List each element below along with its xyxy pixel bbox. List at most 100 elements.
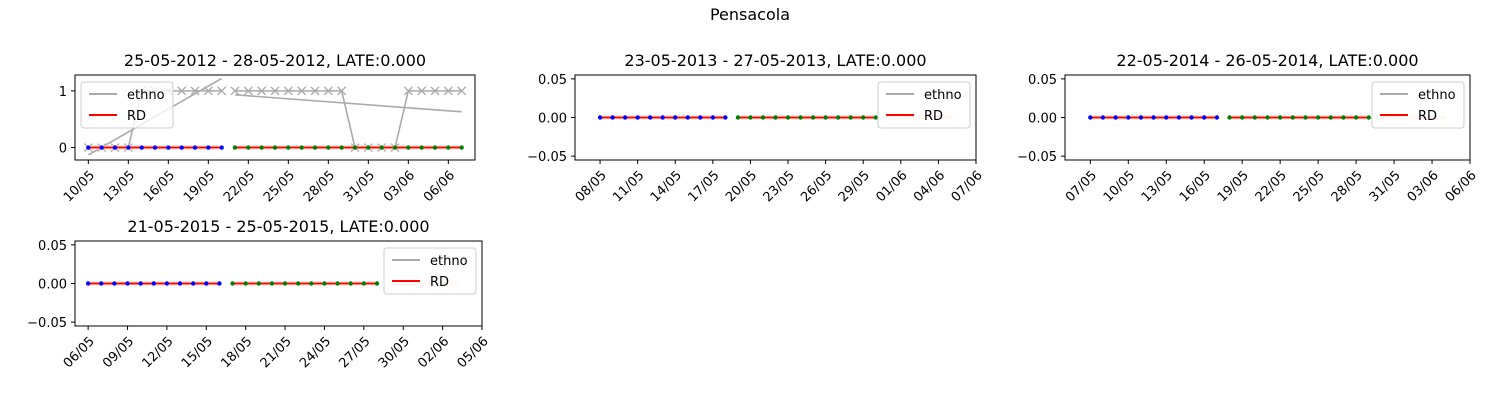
legend-entry: RD	[924, 109, 943, 124]
x-tick-label: 21/05	[258, 334, 295, 371]
x-tick-label: 25/05	[261, 168, 298, 205]
x-tick-label: 06/06	[421, 168, 458, 205]
rd-point	[432, 145, 438, 150]
rd-point	[622, 115, 628, 120]
x-tick-label: 15/05	[179, 334, 216, 371]
rd-point	[164, 281, 170, 286]
rd-point	[322, 281, 327, 286]
rd-point	[748, 115, 753, 120]
rd-point	[760, 115, 766, 120]
rd-point	[269, 281, 275, 286]
rd-point	[419, 145, 424, 150]
y-tick-label: 0.05	[38, 239, 67, 254]
rd-point	[685, 115, 690, 120]
rd-point	[861, 115, 866, 120]
rd-point	[446, 145, 451, 150]
x-tick-label: 19/05	[1215, 168, 1252, 205]
ethno-x-marker	[443, 86, 453, 96]
x-tick-label: 23/05	[761, 168, 798, 205]
ethno-x-marker	[457, 86, 467, 96]
rd-point	[735, 115, 741, 120]
x-tick-label: 19/05	[181, 168, 218, 205]
rd-point	[217, 281, 222, 286]
legend: ethno RD	[877, 81, 971, 129]
x-tick-label: 28/05	[301, 168, 338, 205]
rd-point	[272, 145, 278, 150]
rd-point	[1202, 115, 1207, 120]
rd-point	[597, 115, 603, 120]
ethno-x-marker	[417, 86, 427, 96]
rd-point	[112, 281, 117, 286]
rd-point	[1290, 115, 1296, 120]
rd-point	[246, 145, 251, 150]
rd-point	[785, 115, 791, 120]
rd-point	[773, 115, 778, 120]
x-tick-label: 06/06	[1443, 168, 1480, 205]
legend: ethno RD	[1371, 81, 1465, 129]
ethno-x-marker	[283, 86, 293, 96]
rd-point	[190, 281, 196, 286]
rd-point	[230, 281, 235, 286]
rd-point	[112, 145, 118, 150]
rd-point	[660, 115, 665, 120]
x-tick-label: 16/05	[1177, 168, 1214, 205]
rd-point	[286, 145, 291, 150]
chart-panel-2: 23-05-2013 - 27-05-2013, LATE:0.000 0.05 0…	[527, 51, 986, 205]
x-tick-label: 30/05	[376, 334, 413, 371]
rd-point	[798, 115, 803, 120]
legend: ethno RD	[80, 81, 174, 129]
y-tick-label: 0.00	[538, 112, 567, 127]
ethno-x-marker	[430, 86, 440, 96]
rd-point	[392, 145, 398, 150]
axes-frame	[74, 74, 476, 161]
x-tick-label: 10/05	[61, 168, 98, 205]
x-tick-label: 05/06	[455, 334, 492, 371]
legend: ethno RD	[383, 247, 477, 295]
ethno-line	[235, 90, 462, 149]
rd-point	[835, 115, 841, 120]
x-tick-label: 07/05	[1063, 168, 1100, 205]
rd-point	[1100, 115, 1106, 120]
x-tick-label: 13/05	[101, 168, 138, 205]
rd-point	[810, 115, 816, 120]
rd-point	[1227, 115, 1232, 120]
panel-title: 23-05-2013 - 27-05-2013, LATE:0.000	[624, 51, 926, 70]
x-tick-label: 20/05	[723, 168, 760, 205]
rd-point	[206, 145, 211, 150]
rd-point	[379, 145, 384, 150]
x-tick-label: 03/06	[381, 168, 418, 205]
legend-entry: RD	[127, 109, 146, 124]
rd-point	[1214, 115, 1220, 120]
rd-point	[125, 281, 130, 286]
rd-point	[635, 115, 640, 120]
legend-entry: ethno	[430, 254, 468, 269]
x-tick-label: 28/05	[1329, 168, 1366, 205]
ethno-x-marker	[203, 86, 213, 96]
rd-point	[1164, 115, 1169, 120]
rd-point	[243, 281, 248, 286]
rd-point	[1088, 115, 1093, 120]
x-tick-label: 07/06	[949, 168, 986, 205]
rd-point	[366, 145, 371, 150]
x-tick-label: 25/05	[1291, 168, 1328, 205]
rd-point	[1341, 115, 1346, 120]
y-tick-label: 0.05	[538, 73, 567, 88]
rd-point	[99, 281, 104, 286]
y-tick-label: −0.05	[527, 150, 567, 165]
x-tick-label: 22/05	[221, 168, 258, 205]
rd-point	[335, 281, 340, 286]
ethno-x-marker	[177, 86, 187, 96]
ethno-x-marker	[337, 86, 347, 96]
ethno-x-marker	[257, 86, 267, 96]
x-tick-label: 04/06	[911, 168, 948, 205]
rd-point	[698, 115, 703, 120]
y-tick-label: −0.05	[1017, 150, 1057, 165]
ethno-x-marker	[270, 86, 280, 96]
rd-point	[823, 115, 828, 120]
x-tick-label: 03/06	[1405, 168, 1442, 205]
rd-point	[85, 281, 91, 286]
rd-point	[295, 281, 301, 286]
ethno-x-marker	[230, 86, 240, 96]
rd-point	[1252, 115, 1258, 120]
ethno-x-marker	[217, 86, 227, 96]
